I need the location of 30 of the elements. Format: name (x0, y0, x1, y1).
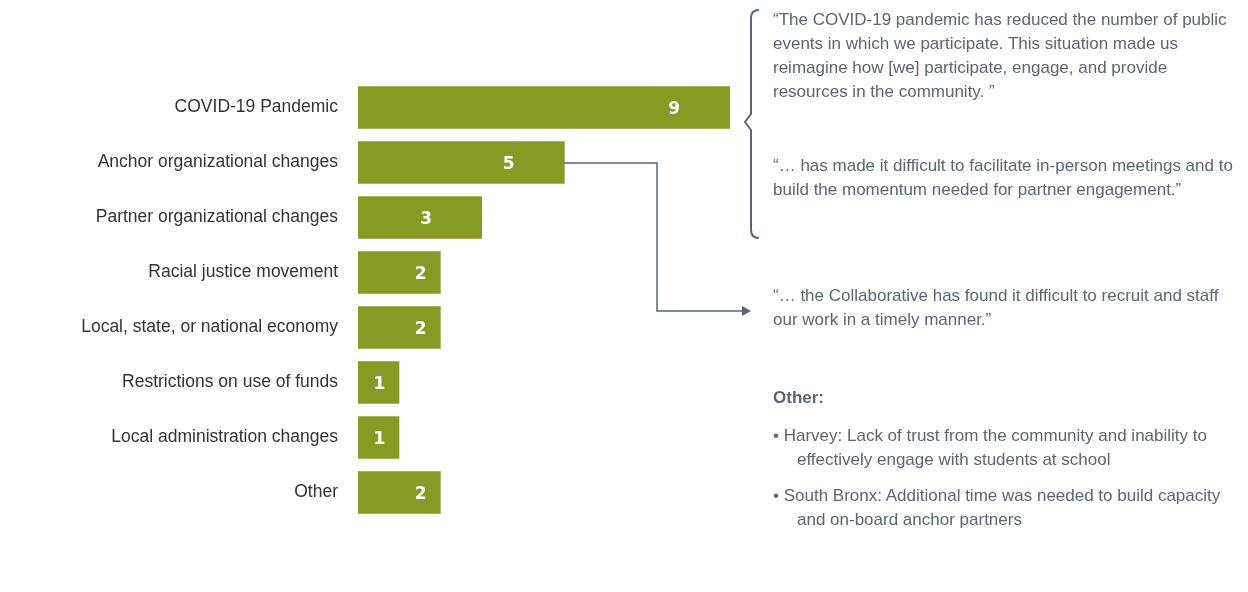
bar (358, 251, 441, 294)
y-tick-label: Partner organizational changes (95, 206, 339, 227)
text: “The COVID-19 pandemic has reduced the number of public events in which we participate. This situation made us reimagine how [we] participate, engage, and provide resources in the community. ” (773, 9, 1228, 103)
y-tick-label: Local administration changes (111, 426, 339, 447)
data-label: 5 (502, 152, 515, 173)
data-label: 1 (373, 372, 386, 393)
bar (358, 196, 482, 239)
y-tick-label: Racial justice movement (148, 261, 339, 282)
text: “… has made it difficult to facilitate in-person meetings and to build the momentum needed for partner engagement.” (773, 155, 1234, 201)
y-tick-label: Restrictions on use of funds (122, 371, 339, 392)
text: “… the Collaborative has found it difficult to recruit and staff our work in a timely manner.” (773, 285, 1220, 331)
bar (358, 416, 400, 459)
data-label: 1 (373, 427, 386, 448)
data-label: 2 (414, 317, 427, 338)
bar (358, 141, 565, 184)
text: Other: (773, 387, 825, 409)
y-tick-label: COVID-19 Pandemic (174, 96, 339, 117)
data-label: 2 (414, 262, 427, 283)
text: • Harvey: Lack of trust from the community and inability to effectively engage with students at school (773, 425, 1208, 471)
data-label: 2 (414, 482, 427, 503)
y-tick-label: Local, state, or national economy (81, 316, 339, 337)
bar (358, 86, 730, 129)
text: • South Bronx: Additional time was needed to build capacity and on-board anchor partners (773, 485, 1222, 531)
bar (358, 306, 441, 349)
data-label: 3 (420, 207, 432, 228)
data-label: 9 (668, 97, 680, 118)
bar (358, 471, 441, 514)
y-tick-label: Other (294, 481, 339, 502)
y-tick-label: Anchor organizational changes (97, 151, 339, 172)
bar (358, 361, 400, 404)
